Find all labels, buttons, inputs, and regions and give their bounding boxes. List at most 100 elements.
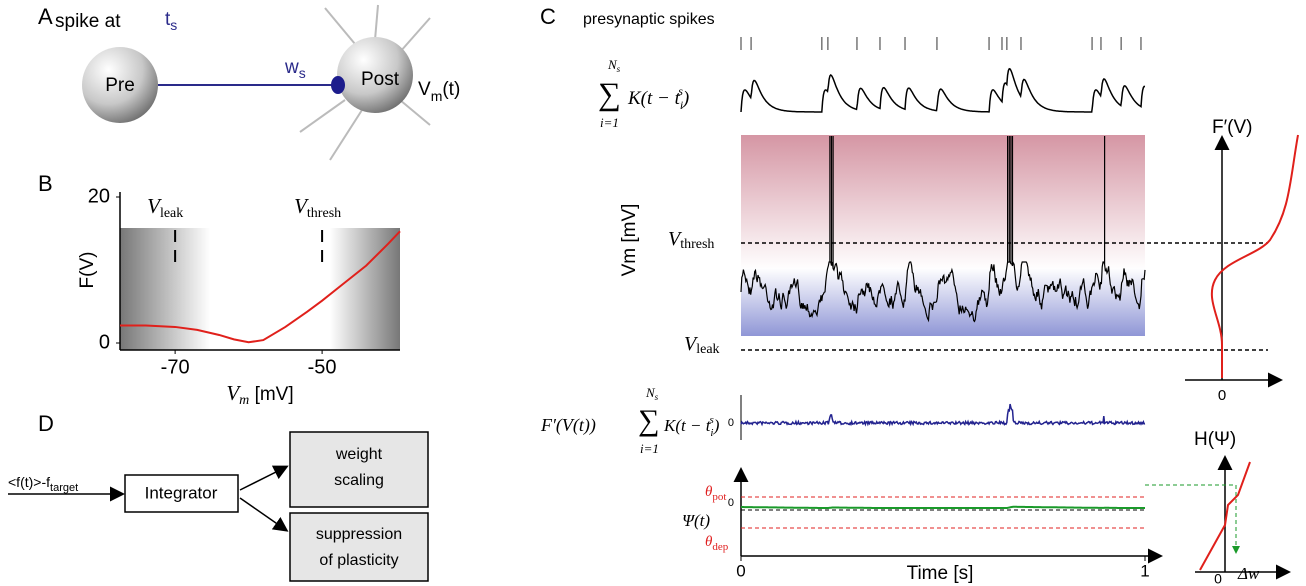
x-tick-label: 0 (736, 561, 745, 580)
n: N (645, 385, 656, 400)
synapse (331, 76, 345, 94)
thresh-shade (330, 228, 400, 350)
integrator-box (124, 474, 239, 513)
n-sub: s (617, 64, 621, 74)
box-text: scaling (334, 472, 384, 489)
v-sub: leak (696, 342, 719, 357)
h-tick: 0 (1214, 571, 1222, 586)
ts-label: ts (165, 9, 177, 33)
scaling-box (289, 431, 429, 508)
marker-label: Vthresh (294, 194, 341, 221)
panel-a: A spike at ts Pre Post ws Vm(t) (38, 4, 460, 161)
x-label: Time [s] (907, 563, 974, 584)
fprime-label: F′(V) (1212, 117, 1253, 138)
psi-label: Ψ(t) (682, 511, 710, 530)
theta-dep: θdep (705, 534, 729, 552)
x-tick-label: -50 (308, 356, 337, 378)
n: N (607, 57, 618, 72)
lower: i=1 (640, 441, 659, 456)
y-tick-label: 20 (88, 185, 110, 207)
kernel-trace (740, 67, 1146, 113)
term-sub: i (680, 98, 683, 112)
leak-shade (120, 228, 211, 350)
y-tick-label: 0 (99, 331, 110, 353)
x-tick-label: 1 (1140, 561, 1149, 580)
kernel-term: K(t − tis) (627, 84, 689, 112)
t: θ (705, 484, 713, 500)
arrow (239, 497, 289, 532)
term-sup: s (678, 84, 683, 98)
panel-label: D (38, 411, 54, 436)
t: t (165, 9, 171, 30)
suppression-box (289, 512, 429, 582)
vm-trace (740, 136, 1146, 323)
term: K(t − t (663, 416, 712, 435)
term-sub: i (710, 427, 713, 439)
marker-sub: thresh (307, 206, 341, 221)
drive-trace (740, 403, 1146, 427)
panel-c: C presynaptic spikes ∑ Ns i=1 K(t − tis)… (540, 4, 1299, 586)
vleak-label: Vleak (684, 333, 720, 358)
spike-label: spike at (55, 11, 121, 32)
w: w (284, 57, 299, 78)
input: <f(t)>-f (8, 474, 50, 490)
lower: i=1 (600, 115, 619, 130)
t-sub: s (170, 17, 177, 33)
term-close: ) (713, 416, 720, 435)
post-neuron (337, 37, 413, 113)
n-sub: s (655, 392, 659, 402)
v-sub: m (431, 88, 443, 104)
drive-sum: ∑ Ns i=1 K(t − tis) (638, 385, 720, 456)
panel-label: C (540, 4, 556, 29)
panel-d: D <f(t)>-ftarget Integrator weight scali… (8, 411, 429, 582)
fprime-tick: 0 (1218, 387, 1226, 404)
h-curve (1199, 461, 1251, 571)
t: θ (705, 534, 713, 550)
input-label: <f(t)>-ftarget (8, 474, 78, 494)
w-sub: s (299, 65, 306, 81)
v: V (418, 79, 431, 100)
sum-expression: ∑ Ns i=1 K(t − tis) (598, 57, 689, 130)
vm-axis-label: Vm [mV] (619, 204, 640, 277)
v-arg: (t) (442, 79, 460, 100)
dw-label: Δw (1237, 564, 1260, 583)
panel-label: A (38, 4, 53, 29)
kernel-term: K(t − tis) (663, 414, 720, 439)
arrow (239, 465, 289, 491)
box-text: of plasticity (319, 552, 398, 569)
sigma: ∑ (638, 404, 659, 437)
marker-label: Vleak (147, 194, 183, 221)
fprime-curve (1210, 134, 1299, 378)
vthresh-label: Vthresh (668, 228, 714, 253)
x-label: Vm [mV] (226, 381, 293, 408)
marker-v: V (147, 194, 162, 218)
spikes-label: presynaptic spikes (583, 11, 715, 28)
upper: Ns (645, 385, 659, 402)
marker-v: V (294, 194, 309, 218)
term-sup: s (709, 414, 713, 426)
x-label-sub: m (239, 393, 249, 408)
theta-pot: θpot (705, 484, 726, 502)
drive-label: F′(V(t)) (540, 415, 596, 436)
box-text: weight (335, 446, 383, 463)
integrator-label: Integrator (145, 483, 218, 502)
v: V (684, 333, 699, 355)
psi-tick: 0 (728, 497, 734, 509)
panel-label: B (38, 171, 53, 196)
sigma: ∑ (598, 75, 621, 111)
x-label-v: V (226, 381, 241, 405)
curve (120, 230, 401, 344)
pre-neuron (82, 47, 158, 123)
upper: Ns (607, 57, 621, 74)
post-label: Post (361, 69, 400, 90)
y-label: F(V) (77, 252, 98, 289)
x-tick-label: -70 (161, 356, 190, 378)
vm-label: Vm(t) (418, 79, 460, 104)
dendrites (299, 4, 431, 161)
t-sub: dep (712, 541, 728, 553)
w-label: ws (284, 57, 306, 81)
box-text: suppression (316, 526, 402, 543)
term: K(t − t (627, 88, 681, 109)
